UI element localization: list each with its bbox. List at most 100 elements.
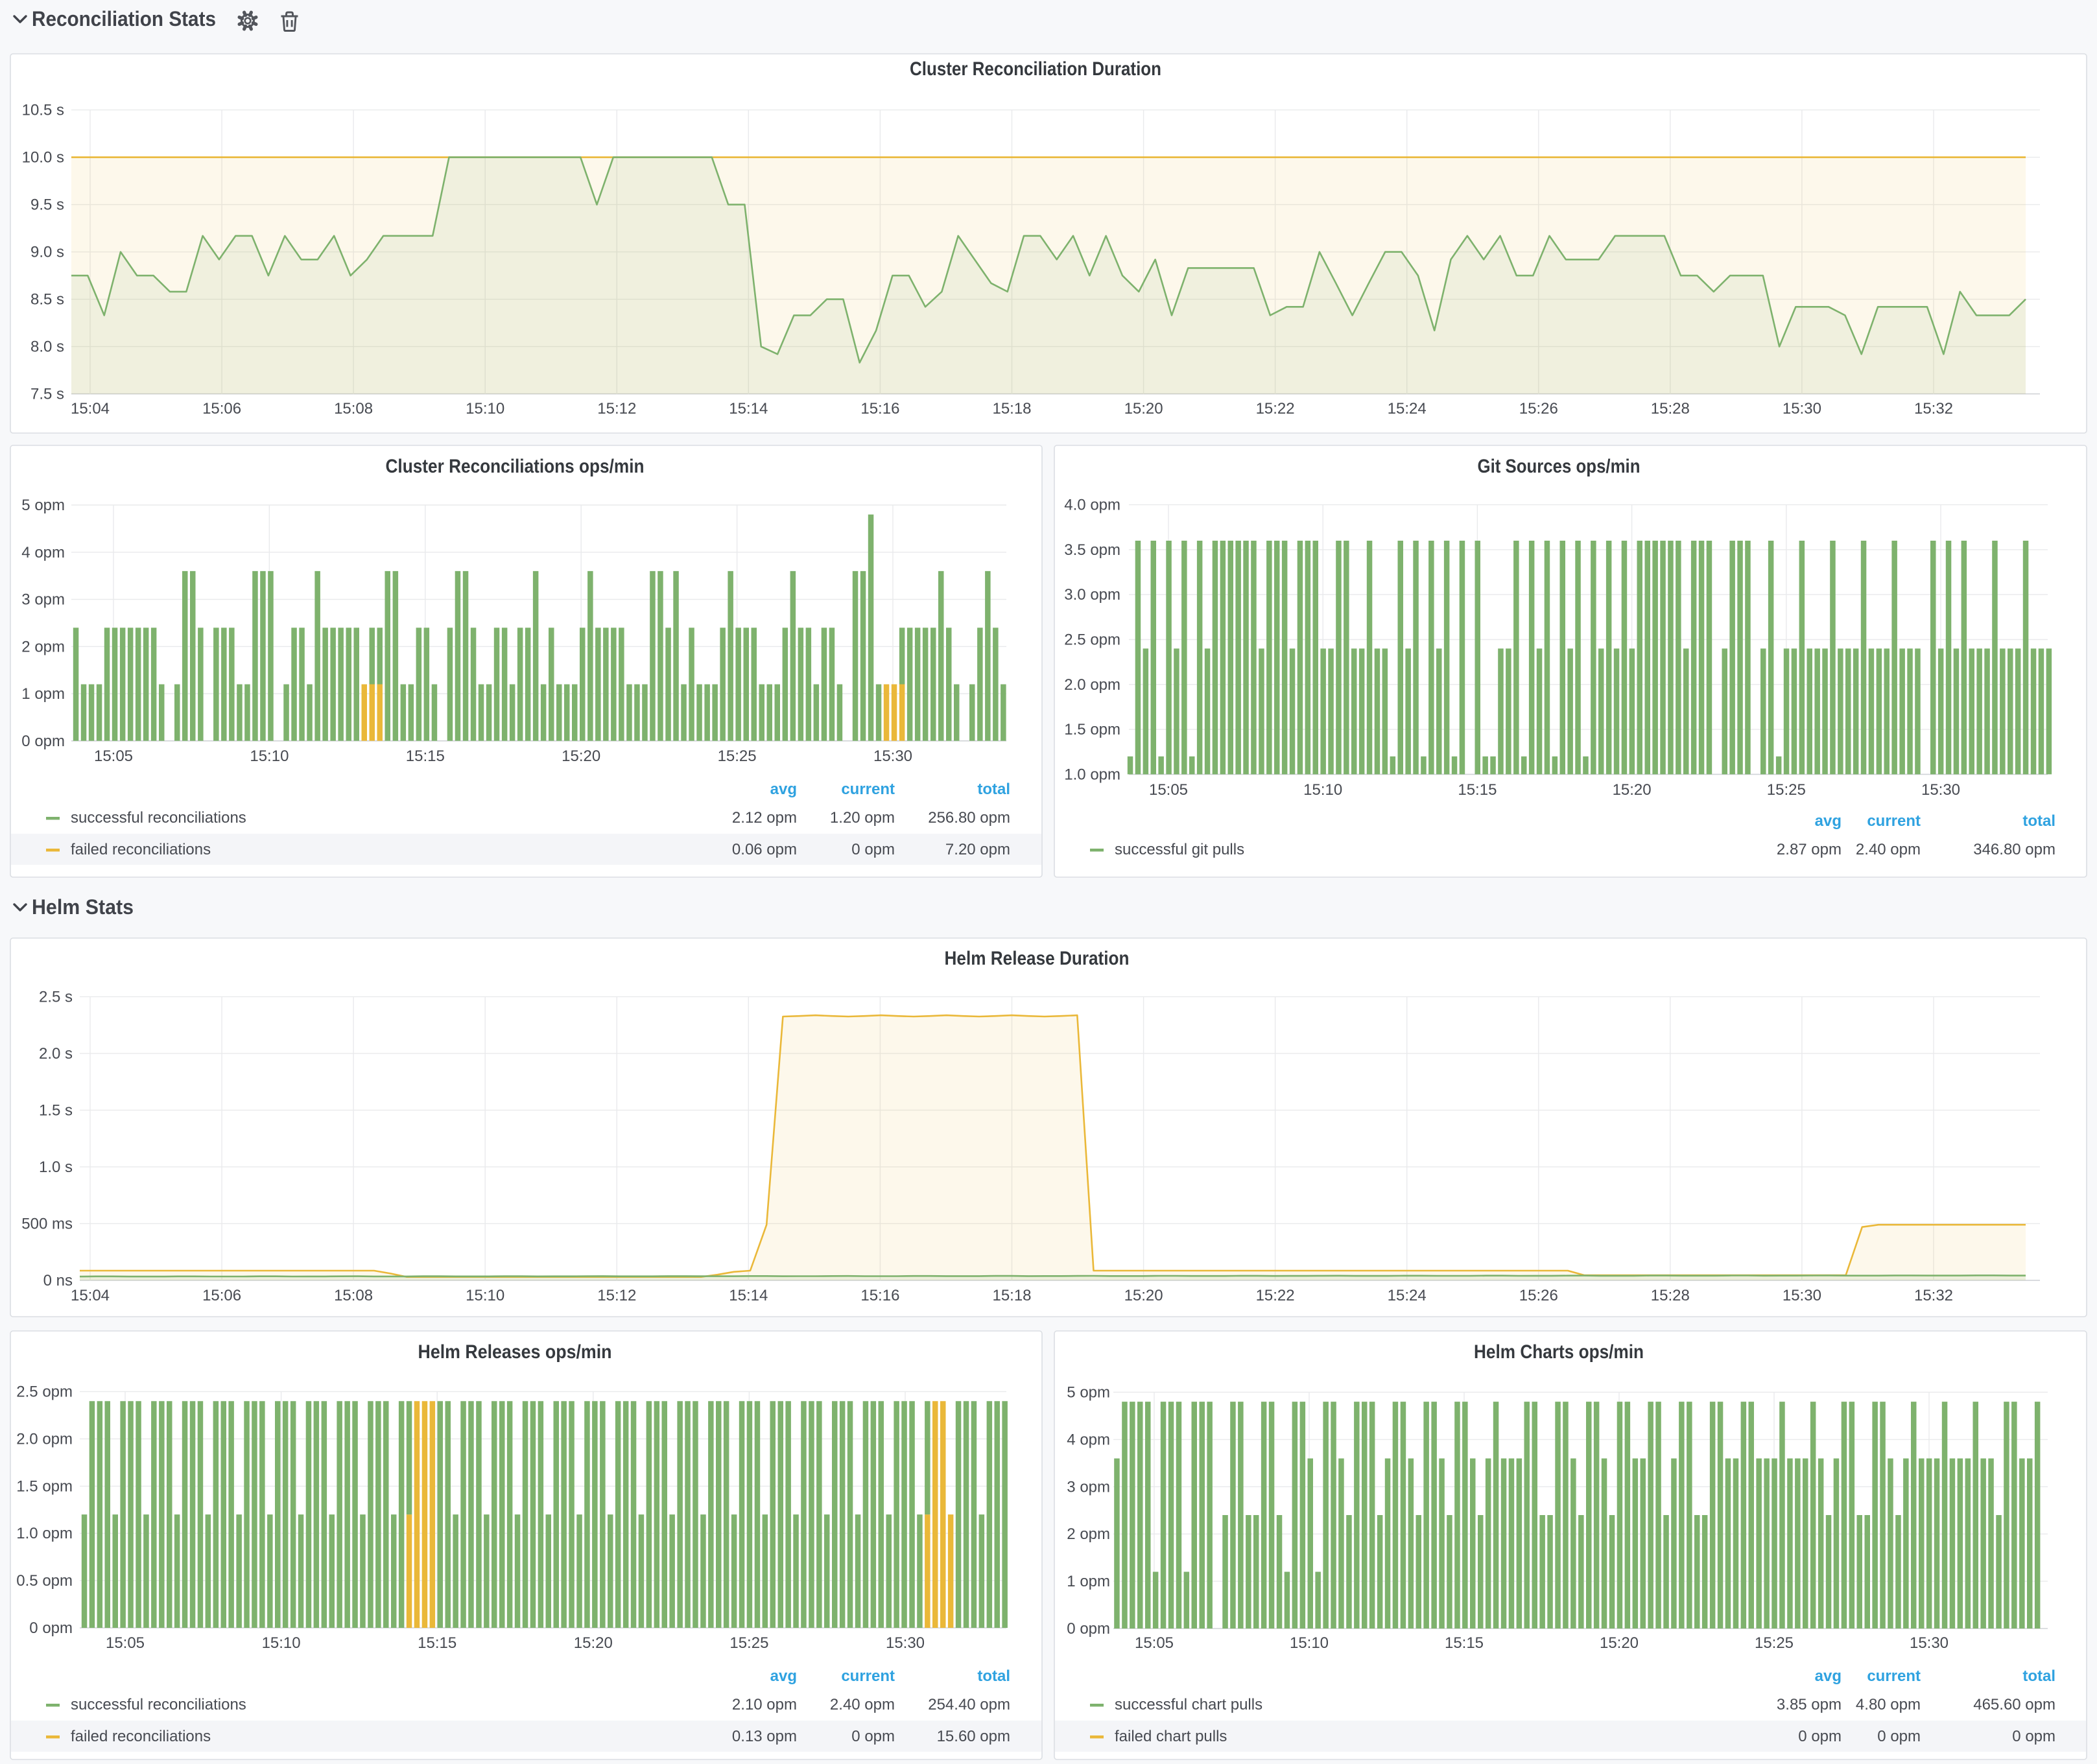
svg-text:15:20: 15:20 [562,747,600,765]
svg-text:1 opm: 1 opm [1067,1573,1110,1590]
svg-text:15:10: 15:10 [250,747,289,765]
svg-text:15.60 opm: 15.60 opm [937,1728,1010,1745]
svg-text:0 ns: 0 ns [43,1272,73,1289]
svg-text:15:30: 15:30 [1783,1287,1821,1304]
svg-text:0 opm: 0 opm [21,733,65,750]
svg-text:Reconciliation Stats: Reconciliation Stats [32,7,216,30]
svg-text:3.0 opm: 3.0 opm [1064,586,1120,604]
svg-text:1.5 s: 1.5 s [39,1101,73,1119]
svg-text:15:18: 15:18 [992,1287,1031,1304]
svg-text:15:20: 15:20 [1600,1634,1639,1652]
svg-text:failed reconciliations: failed reconciliations [71,1728,211,1745]
svg-text:15:04: 15:04 [71,1287,110,1304]
svg-text:346.80 opm: 346.80 opm [1973,841,2056,858]
svg-text:1.5 opm: 1.5 opm [1064,721,1120,738]
svg-text:4.80 opm: 4.80 opm [1856,1696,1921,1713]
svg-text:0.13 opm: 0.13 opm [732,1728,797,1745]
svg-text:successful reconciliations: successful reconciliations [71,1696,246,1713]
svg-text:15:20: 15:20 [1124,1287,1163,1304]
svg-text:7.20 opm: 7.20 opm [945,841,1010,858]
svg-text:1.20 opm: 1.20 opm [830,809,895,827]
svg-text:0 opm: 0 opm [851,1728,895,1745]
svg-text:4.0 opm: 4.0 opm [1064,497,1120,514]
svg-text:15:05: 15:05 [106,1634,145,1652]
svg-text:2 opm: 2 opm [1067,1525,1110,1543]
svg-text:15:05: 15:05 [94,747,133,765]
svg-text:total: total [977,1667,1010,1685]
svg-text:10.5 s: 10.5 s [22,102,64,119]
svg-text:0 opm: 0 opm [1067,1620,1110,1638]
svg-text:1 opm: 1 opm [21,685,65,703]
svg-text:15:06: 15:06 [202,400,241,417]
svg-text:2.10 opm: 2.10 opm [732,1696,797,1713]
svg-text:Helm Stats: Helm Stats [32,895,134,919]
svg-text:15:15: 15:15 [418,1634,456,1652]
svg-text:8.0 s: 8.0 s [30,338,64,356]
svg-text:5 opm: 5 opm [21,497,65,514]
svg-text:0.5 opm: 0.5 opm [16,1572,73,1590]
svg-text:avg: avg [1815,1667,1842,1685]
svg-text:successful reconciliations: successful reconciliations [71,809,246,827]
svg-text:failed chart pulls: failed chart pulls [1115,1728,1227,1745]
svg-text:0.06 opm: 0.06 opm [732,841,797,858]
svg-text:Helm Release Duration: Helm Release Duration [945,948,1130,969]
svg-text:15:12: 15:12 [597,1287,636,1304]
svg-text:2 opm: 2 opm [21,638,65,655]
svg-text:4 opm: 4 opm [1067,1431,1110,1448]
svg-text:10.0 s: 10.0 s [22,149,64,167]
svg-text:0 opm: 0 opm [851,841,895,858]
svg-text:9.0 s: 9.0 s [30,244,64,261]
svg-text:15:32: 15:32 [1914,400,1953,417]
svg-text:current: current [841,1667,895,1685]
svg-text:2.40 opm: 2.40 opm [1856,841,1921,858]
svg-text:15:32: 15:32 [1914,1287,1953,1304]
svg-text:15:15: 15:15 [1445,1634,1484,1652]
svg-text:2.5 s: 2.5 s [39,988,73,1005]
svg-text:2.0 s: 2.0 s [39,1045,73,1063]
svg-text:2.12 opm: 2.12 opm [732,809,797,827]
svg-text:15:05: 15:05 [1135,1634,1174,1652]
svg-text:total: total [2022,1667,2056,1685]
svg-text:15:18: 15:18 [992,400,1031,417]
svg-text:Git Sources ops/min: Git Sources ops/min [1478,456,1641,477]
svg-text:256.80 opm: 256.80 opm [928,809,1010,827]
svg-text:15:10: 15:10 [262,1634,301,1652]
svg-text:15:30: 15:30 [1910,1634,1949,1652]
svg-text:2.87 opm: 2.87 opm [1777,841,1842,858]
svg-text:15:14: 15:14 [729,1287,768,1304]
svg-text:15:25: 15:25 [718,747,757,765]
svg-text:0 opm: 0 opm [29,1619,73,1637]
svg-text:15:08: 15:08 [334,1287,373,1304]
svg-text:1.0 s: 1.0 s [39,1158,73,1176]
svg-text:avg: avg [1815,812,1842,830]
svg-text:3.85 opm: 3.85 opm [1777,1696,1842,1713]
svg-text:15:24: 15:24 [1388,1287,1427,1304]
svg-text:3.5 opm: 3.5 opm [1064,541,1120,559]
svg-text:failed reconciliations: failed reconciliations [71,841,211,858]
svg-text:3 opm: 3 opm [21,591,65,609]
svg-text:1.5 opm: 1.5 opm [16,1477,73,1495]
svg-text:15:08: 15:08 [334,400,373,417]
svg-text:15:26: 15:26 [1519,400,1558,417]
svg-text:15:25: 15:25 [1755,1634,1794,1652]
svg-text:2.40 opm: 2.40 opm [830,1696,895,1713]
svg-text:15:06: 15:06 [202,1287,241,1304]
svg-text:1.0 opm: 1.0 opm [1064,766,1120,783]
svg-text:2.5 opm: 2.5 opm [16,1383,73,1401]
svg-text:2.5 opm: 2.5 opm [1064,631,1120,649]
svg-text:9.5 s: 9.5 s [30,196,64,214]
svg-text:current: current [1867,1667,1921,1685]
svg-text:15:22: 15:22 [1256,400,1295,417]
svg-text:total: total [2022,812,2056,830]
svg-text:0 opm: 0 opm [1798,1728,1842,1745]
svg-text:15:24: 15:24 [1388,400,1427,417]
svg-text:7.5 s: 7.5 s [30,386,64,403]
svg-text:Helm Releases ops/min: Helm Releases ops/min [418,1341,612,1363]
svg-text:15:12: 15:12 [597,400,636,417]
svg-text:Cluster Reconciliations ops/mi: Cluster Reconciliations ops/min [386,456,645,477]
svg-text:15:20: 15:20 [1124,400,1163,417]
svg-text:0 opm: 0 opm [2012,1728,2056,1745]
svg-text:15:15: 15:15 [1458,781,1497,799]
svg-text:15:16: 15:16 [860,1287,899,1304]
svg-text:465.60 opm: 465.60 opm [1973,1696,2056,1713]
